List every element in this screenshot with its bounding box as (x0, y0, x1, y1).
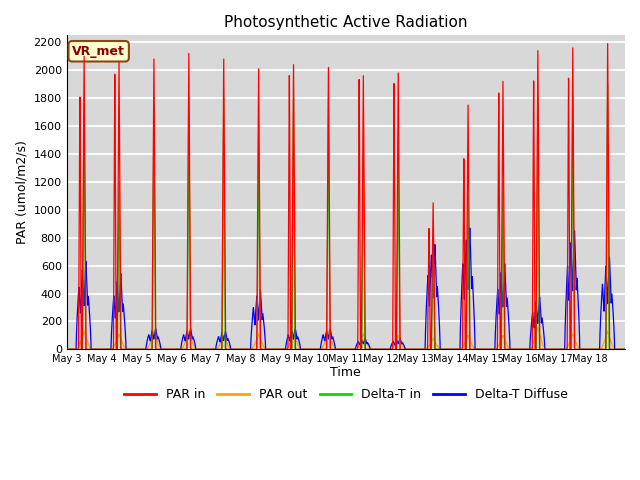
Text: VR_met: VR_met (72, 45, 125, 58)
Legend: PAR in, PAR out, Delta-T in, Delta-T Diffuse: PAR in, PAR out, Delta-T in, Delta-T Dif… (119, 383, 572, 406)
Y-axis label: PAR (umol/m2/s): PAR (umol/m2/s) (15, 140, 28, 244)
X-axis label: Time: Time (330, 366, 361, 379)
Title: Photosynthetic Active Radiation: Photosynthetic Active Radiation (224, 15, 468, 30)
